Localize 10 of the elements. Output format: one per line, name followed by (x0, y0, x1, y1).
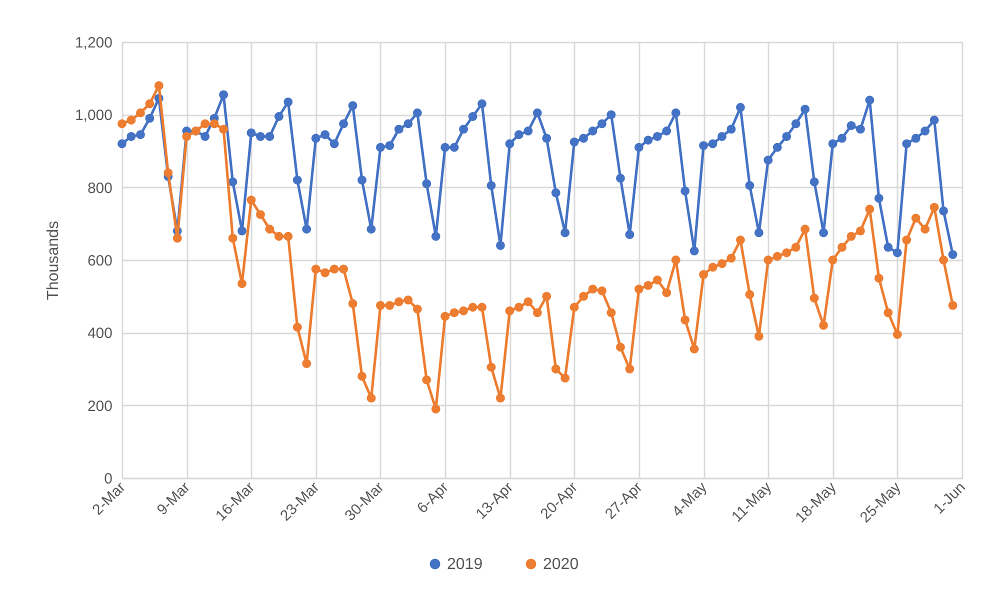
y-tick-label: 600 (87, 252, 112, 270)
y-tick-label: 200 (87, 398, 112, 415)
y-tick-label: 1,000 (74, 107, 112, 124)
y-tick-label: 1,200 (74, 34, 112, 52)
y-tick-label: 0 (104, 470, 112, 488)
legend-label: 2020 (543, 556, 579, 573)
y-axis-title: Thousands (44, 220, 62, 300)
y-tick-label: 400 (87, 325, 112, 342)
y-tick-label: 800 (87, 180, 112, 197)
legend-label: 2019 (447, 556, 483, 573)
